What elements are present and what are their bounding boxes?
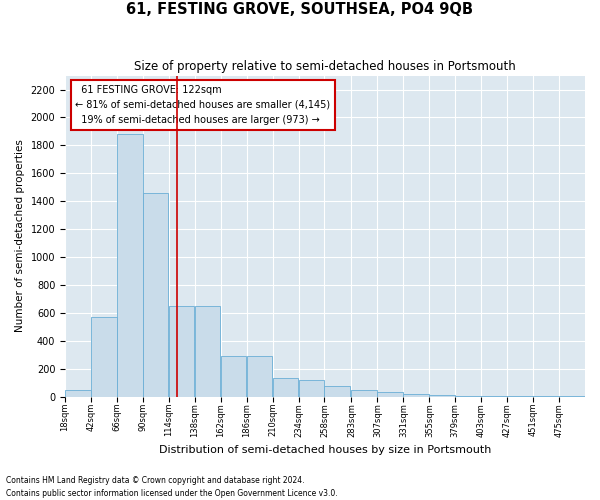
Text: 61 FESTING GROVE: 122sqm
← 81% of semi-detached houses are smaller (4,145)
  19%: 61 FESTING GROVE: 122sqm ← 81% of semi-d…: [76, 85, 331, 125]
Text: 61, FESTING GROVE, SOUTHSEA, PO4 9QB: 61, FESTING GROVE, SOUTHSEA, PO4 9QB: [127, 2, 473, 18]
Bar: [195, 306, 220, 396]
Bar: [272, 378, 298, 396]
Bar: [91, 317, 116, 396]
Bar: [65, 390, 91, 396]
Bar: [247, 356, 272, 397]
Bar: [377, 392, 403, 396]
Bar: [221, 356, 247, 397]
Bar: [117, 134, 143, 396]
Bar: [352, 390, 377, 396]
X-axis label: Distribution of semi-detached houses by size in Portsmouth: Distribution of semi-detached houses by …: [159, 445, 491, 455]
Bar: [169, 306, 194, 396]
Bar: [325, 386, 350, 396]
Text: Contains HM Land Registry data © Crown copyright and database right 2024.
Contai: Contains HM Land Registry data © Crown c…: [6, 476, 338, 498]
Y-axis label: Number of semi-detached properties: Number of semi-detached properties: [15, 140, 25, 332]
Bar: [143, 193, 169, 396]
Title: Size of property relative to semi-detached houses in Portsmouth: Size of property relative to semi-detach…: [134, 60, 516, 73]
Bar: [403, 394, 429, 396]
Bar: [299, 380, 324, 396]
Bar: [430, 395, 455, 396]
